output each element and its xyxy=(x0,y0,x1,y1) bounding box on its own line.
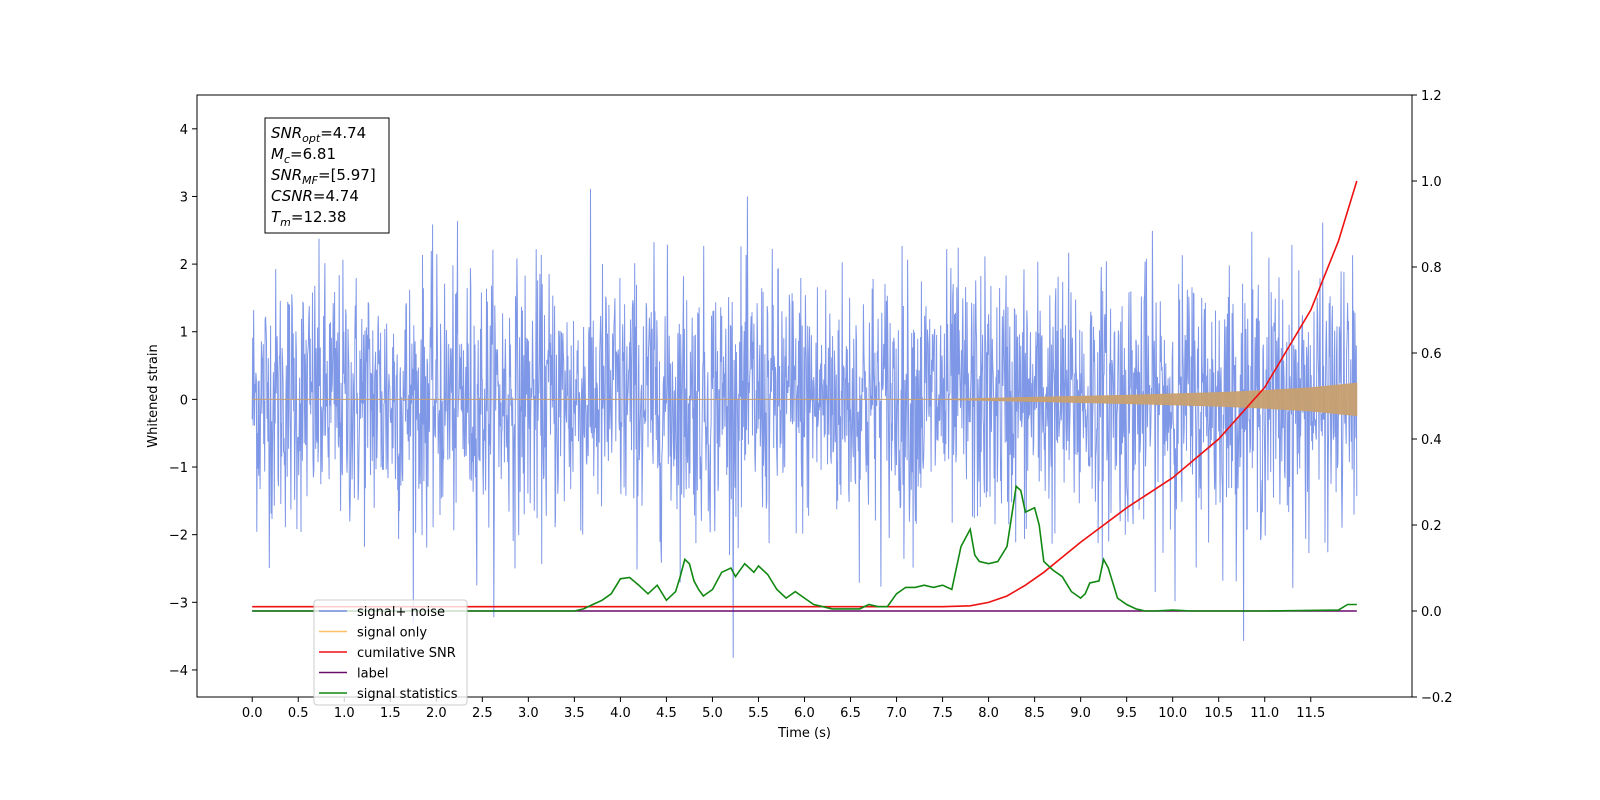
x-tick-label: 11.5 xyxy=(1296,706,1325,721)
x-tick-label: 9.5 xyxy=(1116,706,1137,721)
right-y-tick-label: 1.2 xyxy=(1421,89,1442,104)
x-tick-label: 4.5 xyxy=(656,706,677,721)
left-y-tick-label: 4 xyxy=(180,123,188,138)
legend-label: signal statistics xyxy=(357,687,458,702)
signal-series-group xyxy=(252,382,1358,417)
x-tick-label: 8.0 xyxy=(978,706,999,721)
x-tick-label: 3.5 xyxy=(564,706,585,721)
right-y-axis-ticks: 1.2 1.0 0.8 0.6 0.4 0.2 0.0 −0.2 xyxy=(1412,89,1453,706)
cumulative-snr-line xyxy=(252,180,1358,608)
x-tick-label: 0.5 xyxy=(288,706,309,721)
signal-plus-noise-line xyxy=(251,188,1358,658)
left-y-tick-label: 1 xyxy=(180,326,188,341)
legend-label: signal+ noise xyxy=(357,605,445,620)
legend-label: signal only xyxy=(357,626,427,641)
x-axis-label: Time (s) xyxy=(777,726,831,741)
left-y-tick-label: −2 xyxy=(169,529,188,544)
x-tick-label: 6.5 xyxy=(840,706,861,721)
annotation-line: SNRMF=[5.97] xyxy=(271,166,376,187)
x-tick-label: 2.0 xyxy=(426,706,447,721)
x-tick-label: 0.0 xyxy=(242,706,263,721)
right-y-tick-label: 0.8 xyxy=(1421,261,1442,276)
annotation-line: SNRopt=4.74 xyxy=(271,124,366,145)
x-tick-label: 1.0 xyxy=(334,706,355,721)
right-y-tick-label: 0.2 xyxy=(1421,519,1442,534)
left-y-tick-label: 0 xyxy=(180,393,188,408)
annotation-frame xyxy=(264,117,390,234)
x-tick-label: 5.0 xyxy=(702,706,723,721)
left-y-tick-label: 3 xyxy=(180,190,188,205)
x-tick-label: 6.0 xyxy=(794,706,815,721)
right-y-tick-label: 1.0 xyxy=(1421,175,1442,190)
x-tick-label: 7.5 xyxy=(932,706,953,721)
x-tick-label: 11.0 xyxy=(1250,706,1279,721)
x-tick-label: 9.0 xyxy=(1070,706,1091,721)
legend: signal+ noise signal only cumilative SNR la… xyxy=(313,599,468,706)
x-tick-label: 3.0 xyxy=(518,706,539,721)
y-axis-label: Whitened strain xyxy=(146,344,161,447)
x-tick-label: 8.5 xyxy=(1024,706,1045,721)
x-tick-label: 10.0 xyxy=(1158,706,1187,721)
legend-label: cumilative SNR xyxy=(357,646,456,661)
legend-label: label xyxy=(357,667,388,682)
x-tick-label: 2.5 xyxy=(472,706,493,721)
right-y-tick-label: 0.4 xyxy=(1421,433,1442,448)
left-y-tick-label: −3 xyxy=(169,596,188,611)
right-y-tick-label: 0.6 xyxy=(1421,347,1442,362)
x-tick-label: 4.0 xyxy=(610,706,631,721)
legend-frame xyxy=(313,599,468,706)
x-tick-label: 7.0 xyxy=(886,706,907,721)
left-y-tick-label: −1 xyxy=(169,461,188,476)
annotation-line: Mc=6.81 xyxy=(271,145,336,166)
x-tick-label: 5.5 xyxy=(748,706,769,721)
left-y-tick-label: −4 xyxy=(169,664,188,679)
annotation-line: Tm=12.38 xyxy=(271,208,346,229)
annotation-line: CSNR=4.74 xyxy=(271,187,359,205)
right-y-tick-label: −0.2 xyxy=(1421,691,1453,706)
noise-series-group xyxy=(251,188,1358,658)
signal-statistics-line xyxy=(252,484,1357,612)
right-y-tick-label: 0.0 xyxy=(1421,605,1442,620)
x-axis-ticks: 0.0 0.5 1.0 1.5 2.0 2.5 3.0 3.5 4.0 4.5 5.0 5.5 6.0 6… xyxy=(242,697,1325,721)
x-tick-label: 1.5 xyxy=(380,706,401,721)
left-y-axis-ticks: 4 3 2 1 0 −1 −2 −3 −4 xyxy=(169,123,197,679)
left-y-tick-label: 2 xyxy=(180,258,188,273)
signal-only-line xyxy=(252,382,1358,417)
x-tick-label: 10.5 xyxy=(1204,706,1233,721)
